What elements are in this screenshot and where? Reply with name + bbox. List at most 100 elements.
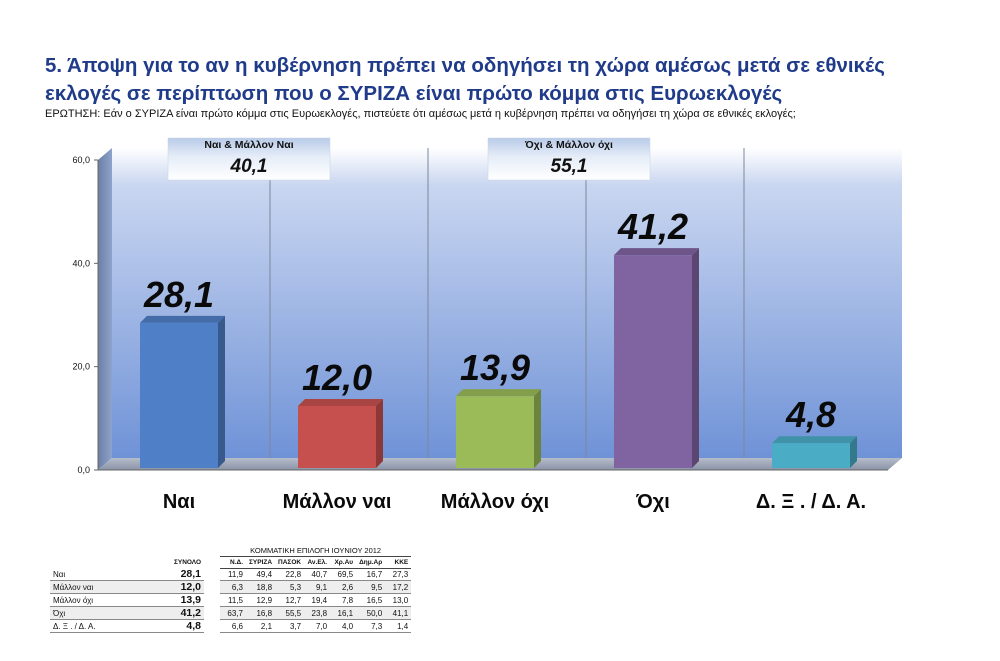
party-value: 16,7 — [356, 568, 386, 581]
bar-front — [614, 255, 692, 468]
party-value: 41,1 — [385, 606, 412, 620]
bar-top — [140, 315, 225, 323]
party-value: 19,4 — [304, 593, 331, 607]
party-value: 63,7 — [220, 606, 246, 620]
party-value: 40,7 — [304, 568, 331, 581]
party-value: 2,1 — [246, 619, 276, 633]
callout-yes: Ναι & Μάλλον Ναι 40,1 — [167, 137, 331, 181]
table-group-header: ΚΟΜΜΑΤΙΚΗ ΕΠΙΛΟΓΗ ΙΟΥΝΙΟΥ 2012 — [250, 546, 382, 555]
callout-yes-label: Ναι & Μάλλον Ναι — [204, 139, 293, 151]
party-value: 69,5 — [330, 568, 357, 581]
bar-front — [772, 443, 850, 468]
party-value: 1,4 — [385, 619, 412, 633]
table-party-header: ΚΚΕ — [385, 556, 412, 569]
party-value: 13,0 — [385, 593, 412, 607]
bar — [456, 389, 541, 468]
party-value: 7,8 — [330, 593, 357, 607]
data-label: 28,1 — [143, 274, 214, 315]
party-value: 9,5 — [356, 580, 386, 594]
bar-top — [456, 389, 541, 397]
data-label: 41,2 — [617, 206, 688, 247]
data-label: 13,9 — [460, 347, 530, 388]
party-value: 16,1 — [330, 606, 357, 620]
row-total: 12,0 — [168, 580, 204, 594]
party-value: 4,0 — [330, 619, 357, 633]
plot-side-wall — [98, 148, 112, 470]
table-row: Δ. Ξ . / Δ. Α. 4,8 6,6 2,1 3,7 7,0 4,0 7,3 1,4 — [50, 619, 412, 633]
table-row: Μάλλον όχι 13,9 11,5 12,9 12,7 19,4 7,8 16,5 13,… — [50, 593, 412, 607]
bar-side — [692, 248, 699, 468]
party-value: 6,3 — [220, 580, 246, 594]
bar-front — [456, 396, 534, 468]
party-value: 23,8 — [304, 606, 331, 620]
party-value: 17,2 — [385, 580, 412, 594]
party-value: 9,1 — [304, 580, 331, 594]
party-value: 7,3 — [356, 619, 386, 633]
row-total: 13,9 — [168, 593, 204, 607]
party-value: 27,3 — [385, 568, 412, 581]
table-row: Ναι 28,1 11,9 49,4 22,8 40,7 69,5 16,7 27,3 — [50, 568, 412, 581]
table-total-header: ΣΥΝΟΛΟ — [173, 558, 201, 566]
bar-front — [140, 322, 218, 468]
data-label: 12,0 — [302, 357, 372, 398]
category-label: Μάλλον ναι — [283, 491, 392, 513]
party-value: 11,9 — [220, 568, 246, 581]
party-value: 3,7 — [275, 619, 305, 633]
table-party-header: Αν.Ελ. — [304, 556, 331, 569]
party-value: 55,5 — [275, 606, 305, 620]
row-total: 41,2 — [168, 606, 204, 620]
row-label: Μάλλον ναι — [50, 580, 168, 594]
bar — [140, 315, 225, 468]
party-breakdown-table: ΚΟΜΜΑΤΙΚΗ ΕΠΙΛΟΓΗ ΙΟΥΝΙΟΥ 2012 ΣΥΝΟΛΟ Ν.… — [50, 545, 412, 633]
party-value: 12,9 — [246, 593, 276, 607]
table-party-header: Ν.Δ. — [220, 556, 246, 569]
table-row: Μάλλον ναι 12,0 6,3 18,8 5,3 9,1 2,6 9,5 17,2 — [50, 580, 412, 594]
party-value: 50,0 — [356, 606, 386, 620]
bar — [614, 248, 699, 468]
bar-top — [298, 399, 383, 406]
bar — [772, 436, 857, 468]
bar-top — [772, 436, 857, 444]
row-label: Δ. Ξ . / Δ. Α. — [50, 619, 168, 633]
callout-no-value: 55,1 — [551, 156, 588, 177]
party-value: 7,0 — [304, 619, 331, 633]
bar-side — [850, 436, 857, 468]
table-party-header: Χρ.Αυ — [330, 556, 357, 569]
bar-side — [218, 315, 225, 468]
row-total: 28,1 — [168, 568, 204, 581]
table-party-header: ΠΑΣΟΚ — [275, 556, 305, 569]
category-label: Δ. Ξ . / Δ. Α. — [756, 491, 866, 513]
category-label: Μάλλον όχι — [441, 491, 549, 513]
party-value: 16,8 — [246, 606, 276, 620]
table-row: Όχι 41,2 63,7 16,8 55,5 23,8 16,1 50,0 41,1 — [50, 606, 412, 620]
party-value: 2,6 — [330, 580, 357, 594]
bar-front — [298, 406, 376, 468]
row-label: Όχι — [50, 606, 168, 620]
page-title: 5. Άποψη για το αν η κυβέρνηση πρέπει να… — [45, 54, 885, 105]
callout-no-label: Όχι & Μάλλον όχι — [524, 139, 613, 151]
y-tick-label: 20,0 — [72, 362, 90, 372]
bar-side — [376, 399, 383, 468]
party-value: 12,7 — [275, 593, 305, 607]
category-label: Ναι — [163, 491, 195, 513]
party-value: 11,5 — [220, 593, 246, 607]
callout-no: Όχι & Μάλλον όχι 55,1 — [487, 137, 651, 181]
party-value: 18,8 — [246, 580, 276, 594]
party-value: 22,8 — [275, 568, 305, 581]
row-label: Μάλλον όχι — [50, 593, 168, 607]
party-value: 6,6 — [220, 619, 246, 633]
question-text: ΕΡΩΤΗΣΗ: Εάν ο ΣΥΡΙΖΑ είναι πρώτο κόμμα … — [45, 108, 796, 120]
y-tick-label: 0,0 — [77, 465, 90, 475]
party-value: 16,5 — [356, 593, 386, 607]
table-party-header: ΣΥΡΙΖΑ — [246, 556, 276, 569]
row-label: Ναι — [50, 568, 168, 581]
bar-top — [614, 248, 699, 256]
callout-yes-value: 40,1 — [230, 156, 268, 177]
bar-side — [534, 389, 541, 468]
category-label: Όχι — [635, 491, 670, 513]
party-value: 5,3 — [275, 580, 305, 594]
bar — [298, 399, 383, 468]
row-total: 4,8 — [168, 619, 204, 633]
party-value: 49,4 — [246, 568, 276, 581]
